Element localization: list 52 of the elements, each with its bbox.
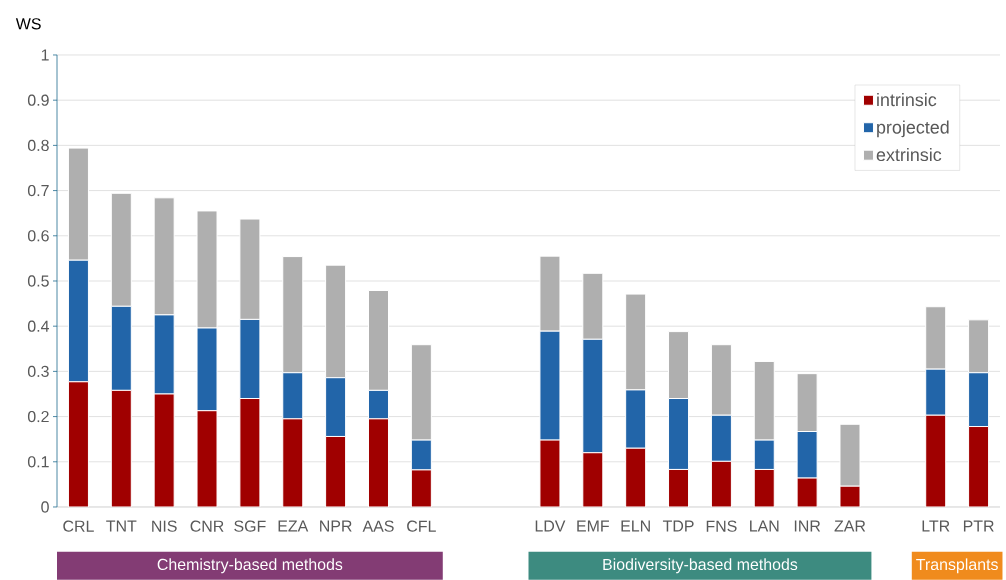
legend-label: extrinsic [876,147,942,162]
x-tick-label: EZA [278,520,309,532]
x-tick-label: NIS [152,520,177,532]
legend-label: projected [877,120,949,138]
y-axis-title: WS [15,18,41,30]
x-tick-label: CNR [190,520,224,532]
y-tick-label: 0.6 [27,230,49,242]
bar [582,452,604,507]
x-tick-label: ELN [621,520,650,532]
bar [153,393,175,507]
text: Chemistry-based methods [157,558,343,574]
x-tick-label: CFL [407,520,436,532]
x-tick-label: LAN [750,520,779,532]
bar [968,426,990,507]
bar [282,418,304,507]
y-tick-label: 0.4 [27,320,50,332]
bar [110,389,132,507]
x-tick-label: AAS [362,520,394,532]
y-tick-label: 0.1 [27,456,49,468]
y-tick-label: 0.3 [27,365,49,378]
x-tick-label: PTR [963,520,994,532]
y-tick-label: 0.8 [27,139,49,152]
x-tick-label: FNS [706,520,737,532]
y-tick-label: 0.7 [27,184,49,197]
x-tick-label: LDV [535,520,566,532]
bar [925,414,947,507]
bar [668,468,690,507]
bar [367,418,389,507]
x-tick-label: EMF [577,520,609,532]
bar [710,460,732,507]
y-tick-label: 0.2 [27,410,49,423]
y-tick-label: 0 [41,501,49,513]
bar [67,381,89,507]
bar [325,435,347,507]
x-tick-label: NPR [320,520,352,532]
x-tick-label: LTR [922,520,950,532]
text: Transplants [916,558,998,574]
bar [753,468,775,507]
text: Biodiversity-based methods [603,558,798,574]
x-tick-label: INR [794,520,821,532]
x-tick-label: TDP [662,520,694,532]
x-tick-label: SGF [234,520,266,532]
x-tick-label: TNT [106,520,137,532]
bar [410,469,432,507]
bar [839,423,861,487]
y-tick-label: 0.9 [27,94,49,106]
y-tick-label: 0.5 [27,275,49,287]
bar [625,447,647,507]
x-tick-label: CRL [63,520,94,532]
y-tick-label: 1 [41,49,49,61]
x-tick-label: ZAR [834,520,866,532]
legend-label: intrinsic [877,93,937,107]
